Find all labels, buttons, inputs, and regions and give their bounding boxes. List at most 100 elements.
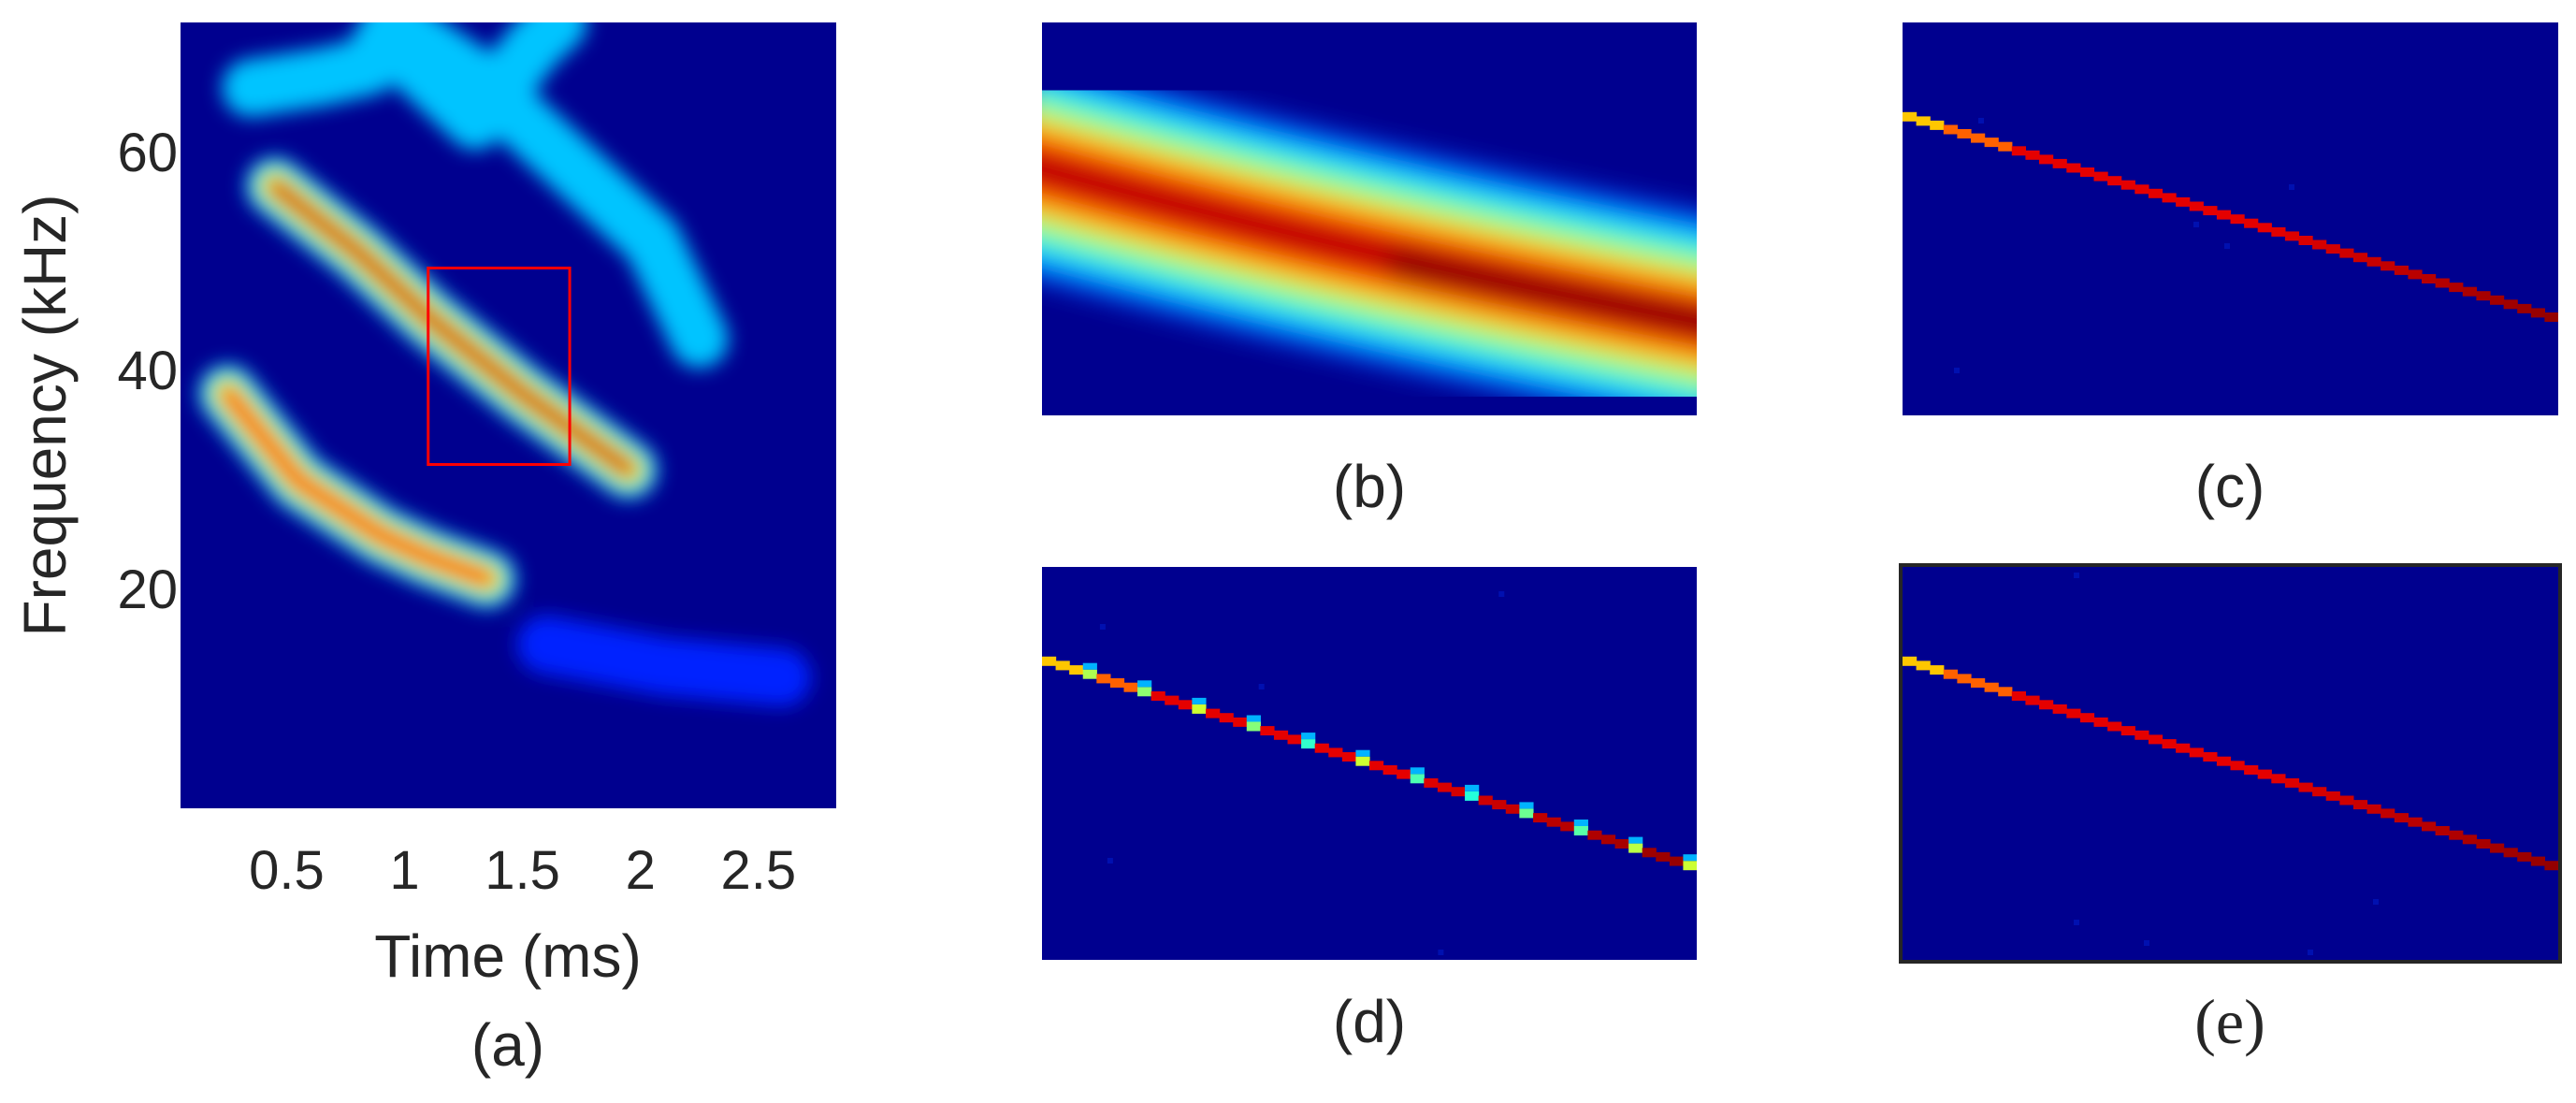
ridge-cell (2244, 765, 2259, 775)
ridge-cell (2216, 756, 2232, 766)
ridge-cell (1096, 674, 1111, 684)
ridge-cell (2025, 150, 2040, 160)
artifact (1498, 591, 1505, 597)
ridge-cell (1492, 800, 1507, 810)
artifact (2193, 222, 2199, 227)
ridge-cell (1233, 717, 1248, 727)
ridge-plot-e (1903, 567, 2558, 960)
ridge-cell (2312, 787, 2327, 797)
ridge-cell (1614, 839, 1629, 849)
x-tick-label: 1.5 (485, 840, 560, 901)
ridge-cell (1971, 678, 1986, 688)
ridge-cell (2025, 695, 2040, 705)
ridge-cell (1109, 678, 1125, 688)
ridge-cell (2517, 851, 2532, 862)
ridge-cell (2271, 226, 2286, 237)
ridge-cell (1600, 835, 1616, 845)
ridge-cell (1519, 808, 1534, 819)
x-axis-label: Time (ms) (374, 922, 642, 990)
ridge-cell (1246, 721, 1261, 732)
artifact (2224, 243, 2230, 249)
highlight-box (427, 267, 572, 466)
ridge-cell (1382, 765, 1397, 775)
ridge-6 (516, 616, 811, 706)
y-tick-label: 20 (117, 559, 178, 620)
ridge-cell (1437, 782, 1453, 792)
ridge-cell (2435, 826, 2450, 835)
caption-d: (d) (1332, 988, 1407, 1055)
artifact (1107, 858, 1113, 864)
ridge-cell (2503, 299, 2518, 310)
ridge-cell (1410, 774, 1425, 784)
y-tick-label: 40 (117, 341, 178, 402)
ridge-cell (2011, 146, 2026, 156)
ridge-cell (1355, 756, 1370, 766)
ridge-cell (1546, 817, 1561, 827)
ridge-cell (2079, 167, 2095, 177)
artifact (2289, 184, 2294, 190)
ridge-cell (2284, 231, 2300, 241)
ridge-cell (1656, 851, 1671, 862)
ridge-cell (1505, 804, 1520, 814)
ridge-cell (1587, 830, 1602, 840)
ridge-cell (1301, 739, 1316, 749)
ridge-cell (2271, 774, 2286, 784)
ridge-cell (2079, 713, 2095, 723)
artifact (1258, 684, 1265, 689)
ridge-cell (1943, 124, 1958, 135)
ridge-cell (1287, 734, 1302, 745)
ridge-cell (2052, 704, 2067, 714)
ridge-cell (2230, 214, 2245, 225)
artifact (2144, 940, 2149, 946)
ridge-cell (2093, 171, 2108, 181)
ridge-cell (2530, 856, 2545, 866)
caption-b: (b) (1332, 453, 1407, 520)
artifact (2308, 950, 2313, 955)
ridge-cell (1314, 743, 1329, 753)
ridge-cell (1628, 843, 1643, 853)
ridge-cell (1916, 116, 1931, 126)
artifact (2074, 573, 2079, 578)
zoomed-spectrogram-plot (1042, 22, 1697, 415)
x-tick-label: 1 (389, 840, 420, 901)
ridge-cell (2490, 295, 2505, 305)
ridge-cell (1930, 665, 1945, 675)
ridge-cell (1328, 747, 1343, 758)
ridge-cell (1069, 665, 1084, 675)
ridge-cell (2093, 717, 2108, 727)
ridge-1 (198, 364, 516, 608)
y-axis-label: Frequency (kHz) (11, 194, 79, 637)
ridge-cell (2339, 795, 2354, 805)
artifact (1099, 624, 1106, 630)
ridge-cell (2189, 747, 2204, 758)
ridge-cell (2135, 184, 2149, 195)
artifact (1438, 950, 1444, 955)
ridge-cell (2422, 821, 2437, 832)
ridge-cell (2339, 248, 2354, 258)
ridge-cell (2394, 813, 2409, 823)
caption-a: (a) (470, 1011, 545, 1079)
ridge-cell (2244, 218, 2259, 228)
ridge-cell (2203, 206, 2218, 216)
ridge-cell (1055, 660, 1070, 671)
ridge-cell (2503, 848, 2518, 858)
ridge-cell (2107, 721, 2122, 732)
ridge-cell (1984, 682, 1999, 692)
artifact (2373, 899, 2379, 905)
ridge-band (1042, 57, 1697, 415)
ridge-cell (2162, 193, 2177, 203)
ridge-cell (2284, 777, 2300, 788)
ridge-cell (1998, 141, 2013, 152)
ridge-cell (1042, 656, 1057, 666)
ridge-cell (2135, 730, 2149, 740)
ridge-cell (1451, 787, 1466, 797)
ridge-cell (2120, 180, 2135, 190)
ridge-cell (1916, 660, 1931, 671)
ridge-cell (1165, 695, 1179, 705)
ridge-cell (1369, 761, 1384, 771)
ridge-plot-d (1042, 567, 1697, 960)
ridge-cell (2039, 700, 2054, 710)
ridge-cell (1683, 861, 1697, 871)
ridge-panel-e (1899, 563, 2562, 964)
ridge-cell (1984, 138, 1999, 148)
